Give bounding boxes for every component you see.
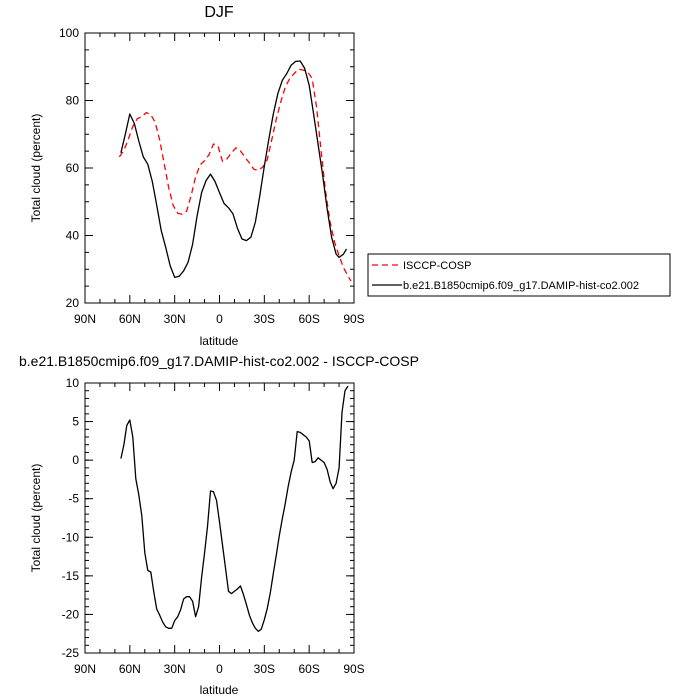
x-axis-label: latitude [200,334,239,348]
chart-difference: b.e21.B1850cmip6.f09_g17.DAMIP-hist-co2.… [19,353,419,697]
legend-box [367,253,671,297]
x-tick-label: 90N [74,662,96,676]
ticks: 90N 60N 30N 0 30S 60S 90S 20 40 60 80 100 [59,26,365,326]
chart-djf: DJF 90N 60N 30N 0 30S 60S 90S 20 40 60 80 100 Total… [29,4,671,348]
x-tick-label: 30S [254,312,275,326]
x-tick-label: 60S [298,312,319,326]
y-tick-label: -5 [68,492,79,506]
y-tick-label: 10 [66,376,80,390]
series-group [118,60,352,282]
series-group [120,385,349,633]
x-tick-label: 60N [119,312,141,326]
y-tick-label: 20 [66,296,80,310]
legend: ISCCP-COSP b.e21.B1850cmip6.f09_g17.DAMI… [367,253,671,297]
y-tick-label: 0 [72,453,79,467]
y-tick-label: -10 [62,530,80,544]
x-tick-label: 30N [164,662,186,676]
chart-title: DJF [204,4,234,21]
x-tick-label: 60S [298,662,319,676]
x-tick-label: 30N [164,312,186,326]
x-tick-label: 90S [343,312,364,326]
y-tick-label: 40 [66,229,80,243]
x-tick-label: 90S [343,662,364,676]
x-axis-label: latitude [200,683,239,697]
x-tick-label: 90N [74,312,96,326]
ticks: 90N 60N 30N 0 30S 60S 90S -25 -20 -15 -10 -5 0 5 10 [62,376,365,676]
x-tick-label: 0 [216,662,223,676]
plot-frame [84,32,355,304]
series-line-isccp-cosp [118,68,352,282]
y-tick-label: 5 [72,415,79,429]
legend-label-model: b.e21.B1850cmip6.f09_g17.DAMIP-hist-co2.… [403,280,639,292]
x-tick-label: 30S [254,662,275,676]
x-tick-label: 60N [119,662,141,676]
plot-frame [84,382,355,654]
y-tick-label: -15 [62,569,80,583]
y-tick-label: -20 [62,607,80,621]
x-tick-label: 0 [216,312,223,326]
y-tick-label: -25 [62,646,80,660]
chart-title: b.e21.B1850cmip6.f09_g17.DAMIP-hist-co2.… [19,353,419,369]
y-tick-label: 80 [66,94,80,108]
y-axis-label: Total cloud (percent) [29,464,43,573]
series-line-b-e21-b1850cmip6-f09-g17-damip-hist-co2-002 [120,60,348,279]
y-axis-label: Total cloud (percent) [29,114,43,223]
series-line-difference [120,385,349,633]
legend-label-isccp: ISCCP-COSP [403,260,471,272]
y-tick-label: 100 [59,26,79,40]
y-tick-label: 60 [66,161,80,175]
